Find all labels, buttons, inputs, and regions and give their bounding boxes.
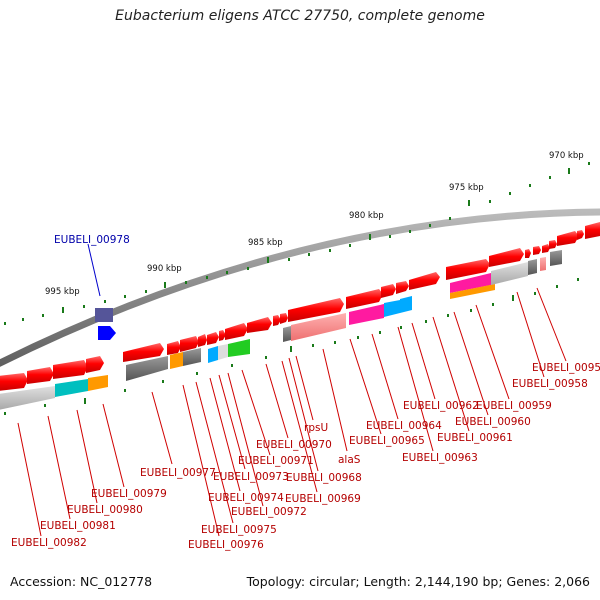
label-eubeli-00977[interactable]: EUBELI_00977 xyxy=(140,467,216,479)
label-eubeli-00971[interactable]: EUBELI_00971 xyxy=(238,455,314,467)
cds-track xyxy=(0,222,600,391)
label-eubeli-00969[interactable]: EUBELI_00969 xyxy=(285,493,361,505)
label-eubeli-00963[interactable]: EUBELI_00963 xyxy=(402,452,478,464)
genome-stats-text: Topology: circular; Length: 2,144,190 bp… xyxy=(246,574,590,589)
feature-bands xyxy=(0,250,562,410)
label-eubeli-00968[interactable]: EUBELI_00968 xyxy=(286,472,362,484)
scale-label-975: 975 kbp xyxy=(449,183,484,193)
label-eubeli-00978[interactable]: EUBELI_00978 xyxy=(54,234,130,246)
inner-scale-dots xyxy=(4,278,579,415)
label-eubeli-00958[interactable]: EUBELI_00958 xyxy=(512,378,588,390)
label-eubeli-00957[interactable]: EUBELI_00957 xyxy=(532,362,600,374)
scale-label-995: 995 kbp xyxy=(45,287,80,297)
genome-backbone xyxy=(0,208,600,367)
gene-eubeli-00978-arrow[interactable] xyxy=(98,326,116,340)
label-eubeli-00964[interactable]: EUBELI_00964 xyxy=(366,420,442,432)
label-eubeli-00962[interactable]: EUBELI_00962 xyxy=(403,400,479,412)
scale-label-980: 980 kbp xyxy=(349,211,384,221)
label-eubeli-00975[interactable]: EUBELI_00975 xyxy=(201,524,277,536)
label-line-eubeli-00978 xyxy=(87,243,101,297)
label-eubeli-00976[interactable]: EUBELI_00976 xyxy=(188,539,264,551)
label-eubeli-00982[interactable]: EUBELI_00982 xyxy=(11,537,87,549)
gene-eubeli-00978-feature[interactable] xyxy=(95,308,113,322)
label-eubeli-00980[interactable]: EUBELI_00980 xyxy=(67,504,143,516)
scale-label-970: 970 kbp xyxy=(549,151,584,161)
label-eubeli-00960[interactable]: EUBELI_00960 xyxy=(455,416,531,428)
label-eubeli-00973[interactable]: EUBELI_00973 xyxy=(213,471,289,483)
label-eubeli-00979[interactable]: EUBELI_00979 xyxy=(91,488,167,500)
label-eubeli-00974[interactable]: EUBELI_00974 xyxy=(208,492,284,504)
map-title: Eubacterium eligens ATCC 27750, complete… xyxy=(115,8,485,24)
label-rpsU[interactable]: rpsU xyxy=(304,422,328,434)
accession-text: Accession: NC_012778 xyxy=(10,574,153,589)
label-eubeli-00961[interactable]: EUBELI_00961 xyxy=(437,432,513,444)
label-eubeli-00981[interactable]: EUBELI_00981 xyxy=(40,520,116,532)
label-eubeli-00972[interactable]: EUBELI_00972 xyxy=(231,506,307,518)
label-eubeli-00970[interactable]: EUBELI_00970 xyxy=(256,439,332,451)
label-alaS[interactable]: alaS xyxy=(338,454,361,466)
scale-label-985: 985 kbp xyxy=(248,238,283,248)
label-lines xyxy=(17,287,567,537)
scale-label-990: 990 kbp xyxy=(147,264,182,274)
label-eubeli-00965[interactable]: EUBELI_00965 xyxy=(349,435,425,447)
label-eubeli-00959[interactable]: EUBELI_00959 xyxy=(476,400,552,412)
scale-dots xyxy=(4,162,590,325)
